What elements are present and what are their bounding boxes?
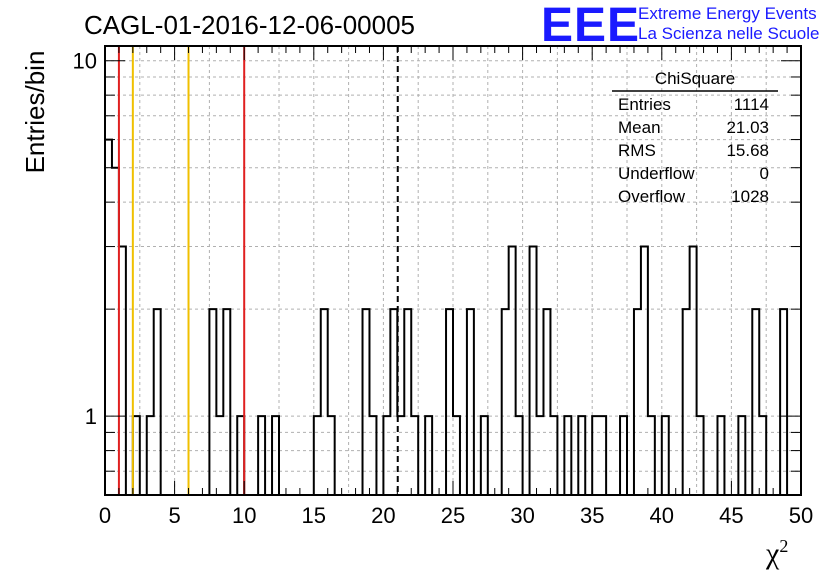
stats-title: ChiSquare xyxy=(655,69,735,88)
histogram-bin xyxy=(502,309,509,495)
histogram-bin xyxy=(537,416,544,495)
histogram-bin xyxy=(272,416,279,495)
histogram-bin xyxy=(481,416,488,495)
histogram-bin xyxy=(543,309,550,495)
histogram-bin xyxy=(411,416,418,495)
histogram-bin xyxy=(752,309,759,495)
histogram-bin xyxy=(383,416,390,495)
x-axis-label-superscript: 2 xyxy=(779,536,789,556)
histogram-bin xyxy=(363,309,370,495)
histogram-bin xyxy=(641,247,648,495)
histogram-bin xyxy=(321,309,328,495)
x-tick-label: 35 xyxy=(580,503,604,528)
x-axis-label-main: χ xyxy=(766,537,780,570)
histogram-bin xyxy=(550,416,557,495)
histogram-bin xyxy=(314,416,321,495)
x-tick-label: 40 xyxy=(650,503,674,528)
histogram-bin xyxy=(223,309,230,495)
stats-box: ChiSquare Entries 1114 Mean 21.03 RMS 15.68 Und… xyxy=(612,69,778,206)
histogram-bin xyxy=(662,416,669,495)
y-tick-label: 1 xyxy=(85,404,97,429)
histogram-bin xyxy=(147,416,154,495)
chart-title: CAGL-01-2016-12-06-00005 xyxy=(84,10,415,40)
histogram-bin xyxy=(425,416,432,495)
stats-value: 1114 xyxy=(734,95,769,114)
stats-label: RMS xyxy=(618,141,656,160)
histogram-bin xyxy=(390,309,397,495)
histogram-bin xyxy=(648,416,655,495)
histogram-bin xyxy=(717,416,724,495)
histogram-bin xyxy=(369,416,376,495)
histogram-bin xyxy=(467,309,474,495)
x-tick-label: 10 xyxy=(232,503,256,528)
x-axis-label: χ2 xyxy=(766,536,788,571)
histogram-bin xyxy=(780,309,787,495)
histogram-bin xyxy=(133,416,140,495)
x-tick-label: 15 xyxy=(302,503,326,528)
histogram-bin xyxy=(530,247,537,495)
histogram-bin xyxy=(112,168,119,495)
histogram-bin xyxy=(516,416,523,495)
stats-value: 1028 xyxy=(731,187,769,206)
logo-line-1: Extreme Energy Events xyxy=(638,4,817,23)
reference-lines xyxy=(117,46,399,495)
histogram-bin xyxy=(634,309,641,495)
stats-value: 0 xyxy=(760,164,769,183)
histogram-bin xyxy=(509,247,516,495)
histogram-bin xyxy=(690,247,697,495)
histogram-bin xyxy=(119,247,126,495)
histogram-bin xyxy=(446,309,453,495)
axes: 0 5 10 15 20 25 30 35 40 45 50 1 10 xyxy=(73,45,813,528)
histogram-bin xyxy=(738,416,745,495)
histogram-bin xyxy=(328,416,335,495)
x-tick-label: 0 xyxy=(99,503,111,528)
histogram-bin xyxy=(620,416,627,495)
stats-label: Mean xyxy=(618,118,661,137)
x-tick-label: 5 xyxy=(168,503,180,528)
histogram-bin xyxy=(683,309,690,495)
histogram-bin xyxy=(105,140,112,495)
stats-label: Entries xyxy=(618,95,671,114)
histogram-bin xyxy=(258,416,265,495)
histogram-bin xyxy=(697,416,704,495)
stats-label: Overflow xyxy=(618,187,686,206)
eee-logo: EEE xyxy=(541,0,641,52)
histogram-bin xyxy=(154,309,161,495)
histogram-bin xyxy=(237,416,244,495)
histogram-bin xyxy=(578,416,585,495)
histogram-bin xyxy=(216,416,223,495)
logo-line-2: La Scienza nelle Scuole xyxy=(638,24,820,43)
histogram-bin xyxy=(453,416,460,495)
y-tick-label: 10 xyxy=(73,49,97,74)
x-tick-label: 50 xyxy=(789,503,813,528)
histogram-bin xyxy=(404,309,411,495)
stats-value: 21.03 xyxy=(726,118,769,137)
stats-label: Underflow xyxy=(618,164,695,183)
histogram-bin xyxy=(599,416,606,495)
histogram-bin xyxy=(592,416,599,495)
stats-value: 15.68 xyxy=(726,141,769,160)
histogram-bin xyxy=(209,309,216,495)
histogram-bin xyxy=(759,416,766,495)
histogram-bin xyxy=(564,416,571,495)
x-tick-label: 25 xyxy=(441,503,465,528)
x-tick-label: 45 xyxy=(719,503,743,528)
x-tick-label: 30 xyxy=(510,503,534,528)
x-tick-label: 20 xyxy=(371,503,395,528)
